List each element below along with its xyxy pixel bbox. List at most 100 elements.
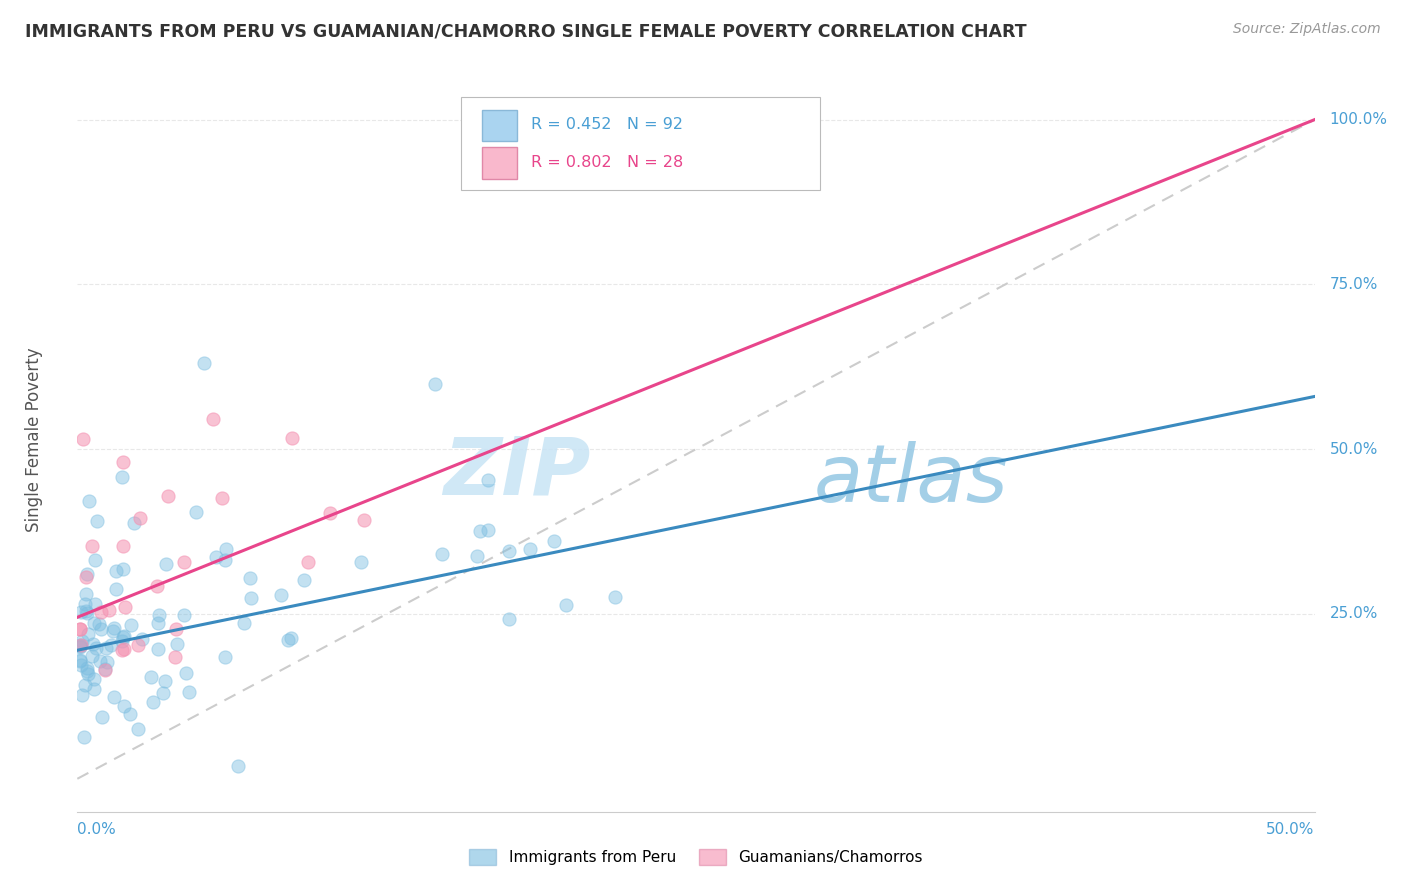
Point — [146, 641, 169, 656]
Point — [82, 637, 104, 651]
Point — [468, 524, 491, 539]
Point — [205, 549, 228, 564]
Point — [73, 678, 96, 692]
Point — [111, 643, 134, 657]
Point — [141, 670, 163, 684]
FancyBboxPatch shape — [482, 110, 516, 142]
Text: ZIP: ZIP — [443, 434, 591, 512]
Point — [349, 555, 371, 569]
Point — [148, 615, 170, 630]
Point — [152, 686, 174, 700]
Point — [75, 604, 97, 618]
Point — [112, 540, 135, 554]
Text: R = 0.452   N = 92: R = 0.452 N = 92 — [531, 118, 683, 133]
Point — [90, 622, 112, 636]
Point — [165, 622, 187, 636]
Point — [114, 600, 136, 615]
Point — [84, 552, 107, 566]
Point — [184, 505, 207, 519]
Point — [177, 685, 200, 699]
Legend: Immigrants from Peru, Guamanians/Chamorros: Immigrants from Peru, Guamanians/Chamorr… — [463, 843, 929, 871]
Point — [72, 634, 94, 648]
Point — [69, 653, 91, 667]
Point — [297, 554, 319, 568]
Point — [129, 511, 152, 525]
Point — [94, 662, 117, 676]
Point — [90, 605, 112, 619]
Point — [86, 514, 108, 528]
Point — [146, 579, 169, 593]
Point — [477, 473, 499, 487]
Text: 50.0%: 50.0% — [1330, 442, 1378, 457]
Point — [69, 654, 91, 668]
Point — [69, 622, 91, 636]
Point — [83, 682, 105, 697]
Point — [112, 699, 135, 714]
Point — [425, 377, 447, 392]
Point — [142, 695, 165, 709]
Point — [498, 612, 520, 626]
Point — [174, 665, 197, 680]
Text: atlas: atlas — [814, 442, 1008, 519]
Text: 75.0%: 75.0% — [1330, 277, 1378, 292]
Point — [155, 557, 177, 571]
Point — [519, 541, 541, 556]
Point — [98, 602, 121, 616]
Point — [166, 637, 188, 651]
Point — [83, 672, 105, 686]
Point — [82, 539, 104, 553]
Point — [69, 623, 91, 637]
Point — [277, 633, 299, 648]
Point — [112, 455, 135, 469]
Point — [173, 607, 195, 622]
Point — [131, 632, 153, 646]
Point — [76, 665, 98, 679]
Point — [605, 590, 627, 604]
Point — [214, 552, 236, 566]
Point — [90, 710, 112, 724]
Point — [543, 533, 565, 548]
Point — [292, 573, 315, 587]
Point — [84, 641, 107, 656]
Point — [70, 605, 93, 619]
Point — [75, 587, 97, 601]
Point — [77, 627, 100, 641]
Point — [127, 639, 149, 653]
Point — [69, 638, 91, 652]
Point — [84, 597, 107, 611]
Point — [111, 633, 134, 648]
Point — [96, 655, 118, 669]
Point — [498, 544, 520, 558]
Point — [554, 598, 576, 612]
Point — [100, 638, 122, 652]
Point — [165, 649, 187, 664]
Point — [477, 523, 499, 537]
Point — [112, 642, 135, 657]
Point — [318, 507, 340, 521]
Point — [111, 630, 134, 644]
FancyBboxPatch shape — [482, 147, 516, 178]
Point — [118, 706, 141, 721]
Point — [111, 470, 134, 484]
Point — [105, 564, 128, 578]
Point — [148, 607, 170, 622]
Point — [353, 513, 375, 527]
Point — [89, 654, 111, 668]
Point — [72, 432, 94, 446]
Point — [105, 582, 128, 597]
Point — [124, 516, 146, 530]
Text: 0.0%: 0.0% — [77, 822, 117, 837]
Point — [103, 620, 125, 634]
Point — [127, 723, 149, 737]
Point — [112, 629, 135, 643]
Point — [69, 658, 91, 673]
Text: 25.0%: 25.0% — [1330, 607, 1378, 622]
Point — [233, 616, 256, 631]
Point — [280, 431, 302, 445]
Point — [77, 494, 100, 508]
Point — [280, 631, 302, 645]
Point — [103, 690, 125, 704]
Point — [89, 616, 111, 631]
Point — [214, 650, 236, 665]
Point — [83, 615, 105, 630]
